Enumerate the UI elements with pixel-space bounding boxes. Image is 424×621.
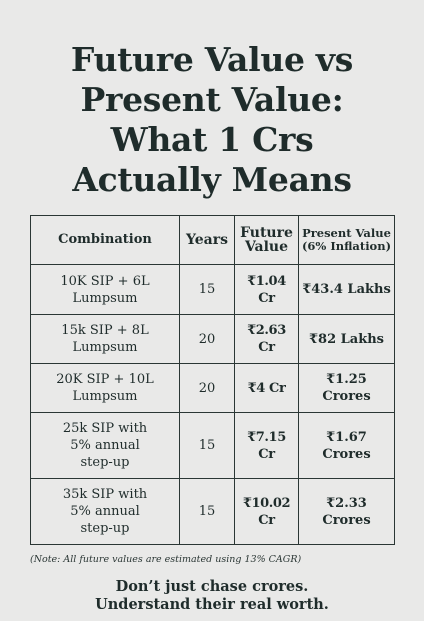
combination-line: 10K SIP + 6L: [60, 273, 150, 289]
cell-years: 20: [179, 363, 235, 413]
closing-line: Understand their real worth.: [95, 596, 329, 613]
combination-line: 25k SIP with: [62, 421, 148, 436]
header-present-value: Present Value (6% Inflation): [298, 215, 395, 265]
header-combination: Combination: [30, 215, 180, 265]
combination-line: Lumpsum: [72, 340, 138, 355]
table-row: 10K SIP + 6L Lumpsum 15 ₹1.04 Cr ₹43.4 L…: [30, 264, 395, 315]
cell-future-value: ₹1.04 Cr: [234, 264, 299, 315]
combination-line: Lumpsum: [72, 389, 138, 404]
combination-line: 20K SIP + 10L: [56, 372, 154, 387]
table-row: 35k SIP with 5% annual step-up 15 ₹10.02…: [30, 478, 395, 545]
closing-line: Don’t just chase crores.: [115, 578, 309, 595]
combination-line: 15k SIP + 8L: [61, 323, 149, 338]
cell-years: 15: [179, 264, 235, 315]
page-title: Future Value vs Present Value: What 1 Cr…: [0, 40, 424, 200]
header-present-value-line1: Present Value: [302, 226, 391, 240]
cell-present-value: ₹1.67 Crores: [298, 412, 395, 479]
cell-combination: 15k SIP + 8L Lumpsum: [30, 314, 180, 364]
cell-present-value: ₹1.25 Crores: [298, 363, 395, 413]
table-header-row: Combination Years Future Value Present V…: [30, 215, 395, 265]
combination-line: step-up: [80, 455, 130, 470]
cell-years: 15: [179, 412, 235, 479]
title-line: What 1 Crs: [110, 120, 314, 159]
header-future-value-line1: Future: [240, 225, 293, 241]
combination-line: Lumpsum: [72, 290, 138, 306]
header-present-value-line2: (6% Inflation): [301, 239, 392, 253]
cell-present-value: ₹82 Lakhs: [298, 314, 395, 364]
table-row: 15k SIP + 8L Lumpsum 20 ₹2.63 Cr ₹82 Lak…: [30, 314, 395, 364]
footnote: (Note: All future values are estimated u…: [30, 554, 302, 565]
cell-years: 15: [179, 478, 235, 545]
title-line: Present Value:: [80, 80, 344, 119]
combination-line: 5% annual: [70, 438, 140, 453]
cell-present-value: ₹43.4 Lakhs: [298, 264, 395, 315]
combination-line: step-up: [80, 521, 130, 536]
closing-message: Don’t just chase crores. Understand thei…: [0, 578, 424, 614]
cell-future-value: ₹10.02 Cr: [234, 478, 299, 545]
combination-line: 5% annual: [70, 504, 140, 519]
cell-combination: 35k SIP with 5% annual step-up: [30, 478, 180, 545]
header-years: Years: [179, 215, 235, 265]
table-row: 20K SIP + 10L Lumpsum 20 ₹4 Cr ₹1.25 Cro…: [30, 363, 395, 413]
cell-combination: 20K SIP + 10L Lumpsum: [30, 363, 180, 413]
comparison-table: Combination Years Future Value Present V…: [30, 215, 395, 545]
title-line: Future Value vs: [70, 40, 354, 79]
cell-future-value: ₹2.63 Cr: [234, 314, 299, 364]
cell-future-value: ₹4 Cr: [234, 363, 299, 413]
header-future-value: Future Value: [234, 215, 299, 265]
combination-line: 35k SIP with: [62, 487, 148, 502]
cell-future-value: ₹7.15 Cr: [234, 412, 299, 479]
title-line: Actually Means: [72, 160, 352, 199]
cell-combination: 10K SIP + 6L Lumpsum: [30, 264, 180, 315]
cell-present-value: ₹2.33 Crores: [298, 478, 395, 545]
cell-years: 20: [179, 314, 235, 364]
header-future-value-line2: Value: [244, 239, 289, 255]
table-row: 25k SIP with 5% annual step-up 15 ₹7.15 …: [30, 412, 395, 479]
cell-combination: 25k SIP with 5% annual step-up: [30, 412, 180, 479]
